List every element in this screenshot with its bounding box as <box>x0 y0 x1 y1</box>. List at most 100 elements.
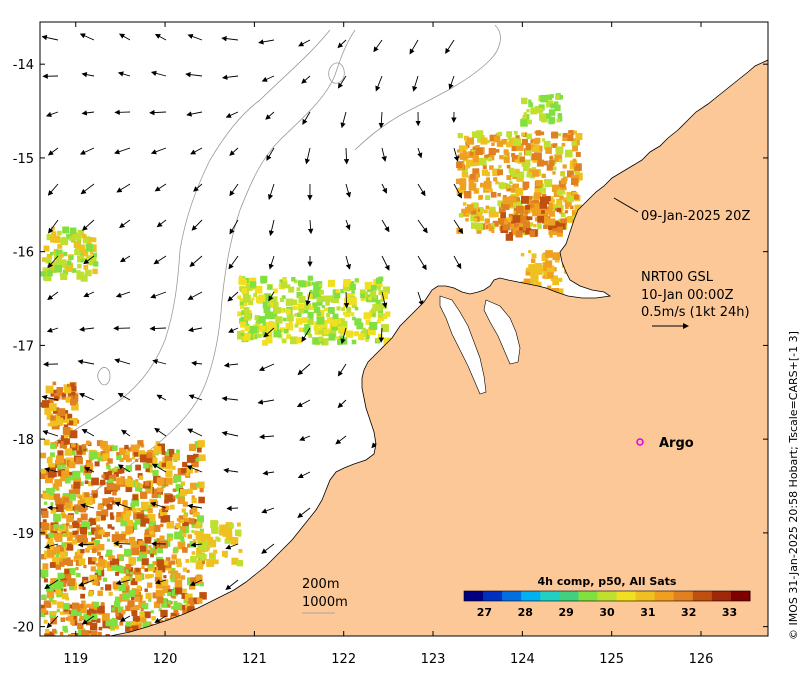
sst-pixel <box>70 399 76 405</box>
sst-pixel <box>135 465 141 471</box>
sst-pixel <box>160 541 168 549</box>
sst-pixel <box>565 150 573 158</box>
sst-pixel <box>115 467 118 470</box>
sst-pixel <box>537 225 542 230</box>
sst-pixel <box>53 382 57 386</box>
sst-pixel <box>181 468 187 474</box>
sst-pixel <box>168 537 172 541</box>
depth-200-label: 200m <box>302 577 339 592</box>
sst-pixel <box>145 481 150 486</box>
colorbar-tick-label: 33 <box>722 606 737 619</box>
sst-pixel <box>226 534 233 541</box>
sst-pixel <box>42 511 49 518</box>
sst-pixel <box>495 181 498 184</box>
sst-pixel <box>376 338 380 342</box>
sst-pixel <box>559 159 563 163</box>
sst-pixel <box>41 453 47 459</box>
sst-pixel <box>521 133 525 137</box>
sst-pixel <box>134 452 139 457</box>
sst-pixel <box>44 578 48 582</box>
sst-pixel <box>47 550 55 558</box>
sst-pixel <box>239 549 243 553</box>
sst-pixel <box>90 631 97 638</box>
sst-pixel <box>572 146 578 152</box>
sst-pixel <box>62 227 69 234</box>
sst-pixel <box>74 482 81 489</box>
sst-pixel <box>84 492 89 497</box>
sst-pixel <box>516 223 519 226</box>
sst-pixel <box>79 496 82 499</box>
sst-pixel <box>160 610 167 617</box>
sst-pixel <box>189 518 195 524</box>
sst-pixel <box>470 174 476 180</box>
sst-pixel <box>341 318 345 322</box>
sst-pixel <box>107 483 114 490</box>
sst-pixel <box>533 224 536 227</box>
sst-pixel <box>145 589 148 592</box>
sst-pixel <box>176 450 180 454</box>
sst-pixel <box>116 512 121 517</box>
sst-pixel <box>537 216 544 223</box>
sst-pixel <box>115 572 119 576</box>
sst-pixel <box>62 464 66 468</box>
sst-pixel <box>41 605 45 609</box>
sst-pixel <box>67 260 72 265</box>
sst-pixel <box>105 584 111 590</box>
sst-pixel <box>69 430 77 438</box>
sst-pixel <box>371 285 377 291</box>
sst-pixel <box>60 273 67 280</box>
sst-pixel <box>63 427 71 435</box>
sst-pixel <box>96 511 101 516</box>
sst-pixel <box>51 502 54 505</box>
argo-label: Argo <box>659 436 694 451</box>
sst-pixel <box>198 440 205 447</box>
sst-pixel <box>61 470 69 478</box>
model-time-label: 10-Jan 00:00Z <box>641 288 734 303</box>
sst-pixel <box>504 220 508 224</box>
sst-pixel <box>487 157 491 161</box>
sst-pixel <box>42 563 48 569</box>
sst-pixel <box>526 109 529 112</box>
sst-pixel <box>71 386 76 391</box>
sst-pixel <box>91 566 96 571</box>
sst-pixel <box>61 636 67 642</box>
sst-pixel <box>102 613 110 621</box>
sst-pixel <box>126 621 131 626</box>
colorbar-segment <box>521 591 541 601</box>
sst-pixel <box>56 582 63 589</box>
sst-pixel <box>162 451 166 455</box>
sst-pixel <box>100 480 105 485</box>
sst-pixel <box>479 195 483 199</box>
sst-pixel <box>176 562 181 567</box>
sst-pixel <box>506 175 511 180</box>
sst-pixel <box>150 574 154 578</box>
timestamp-label: 09-Jan-2025 20Z <box>641 209 750 224</box>
sst-pixel <box>58 573 64 579</box>
sst-pixel <box>574 194 579 199</box>
sst-pixel <box>112 534 120 542</box>
sst-pixel <box>85 474 91 480</box>
sst-pixel <box>240 302 243 305</box>
sst-pixel <box>126 465 133 472</box>
sst-pixel <box>192 551 196 555</box>
sst-pixel <box>562 143 566 147</box>
sst-pixel <box>85 480 89 484</box>
sst-pixel <box>69 256 73 260</box>
sst-pixel <box>46 386 54 394</box>
sst-pixel <box>106 621 112 627</box>
sst-pixel <box>63 603 70 610</box>
sst-pixel <box>237 560 244 567</box>
sst-pixel <box>530 230 536 236</box>
sst-pixel <box>545 260 552 267</box>
sst-pixel <box>74 249 80 255</box>
lon-tick-label: 125 <box>599 652 624 667</box>
sst-pixel <box>253 293 257 297</box>
sst-pixel <box>124 549 132 557</box>
sst-pixel <box>539 113 547 121</box>
sst-pixel <box>565 210 568 213</box>
sst-pixel <box>526 134 532 140</box>
sst-pixel <box>480 208 484 212</box>
sst-pixel <box>237 523 241 527</box>
sst-pixel <box>106 550 112 556</box>
sst-pixel <box>128 557 136 565</box>
